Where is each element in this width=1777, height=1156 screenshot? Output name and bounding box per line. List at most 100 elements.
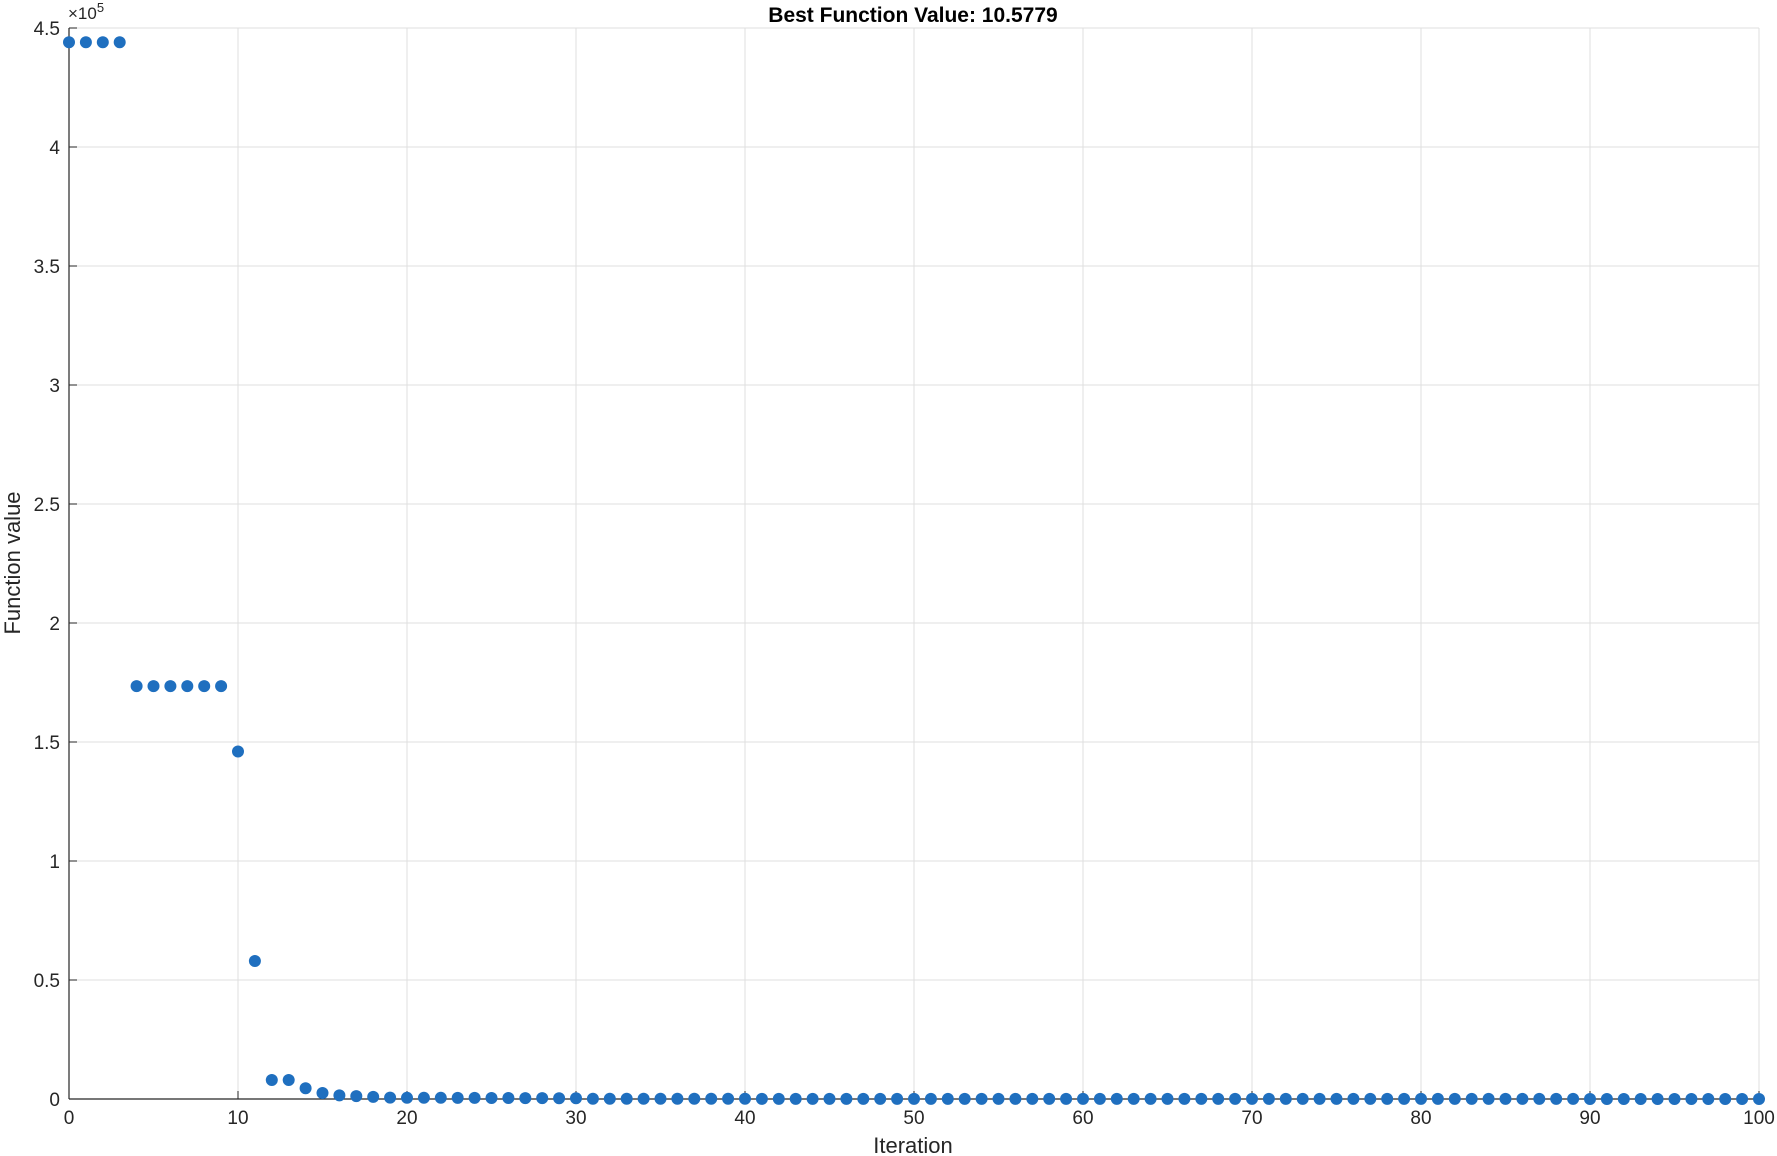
y-tick-label: 2.5 <box>34 495 60 516</box>
data-point <box>1600 1092 1613 1105</box>
y-tick-labels: 0 0.5 1 1.5 2 2.5 3 3.5 4 4.5 <box>34 19 61 1111</box>
data-point <box>1313 1092 1326 1105</box>
data-point <box>519 1092 532 1105</box>
data-point <box>1110 1092 1123 1105</box>
data-point <box>739 1092 751 1105</box>
x-tick-label: 40 <box>734 1108 755 1129</box>
data-point <box>1431 1092 1444 1105</box>
data-point <box>1364 1092 1377 1105</box>
data-point <box>857 1092 870 1105</box>
data-point <box>316 1087 329 1100</box>
data-point <box>671 1092 684 1105</box>
data-point <box>823 1092 836 1105</box>
data-point <box>1060 1092 1073 1105</box>
data-point <box>1448 1092 1461 1105</box>
data-point <box>248 954 261 967</box>
data-point <box>1516 1092 1529 1105</box>
data-point <box>908 1092 920 1105</box>
y-tick-label: 1.5 <box>34 733 60 754</box>
data-point <box>1009 1092 1022 1105</box>
data-point <box>570 1092 582 1105</box>
data-point <box>1161 1092 1174 1105</box>
data-point <box>1178 1092 1191 1105</box>
x-tick-label: 100 <box>1743 1108 1775 1129</box>
data-point <box>265 1073 278 1086</box>
data-point <box>958 1092 971 1105</box>
data-point <box>1398 1092 1411 1105</box>
data-point <box>1262 1092 1275 1105</box>
data-point <box>417 1091 430 1104</box>
chart-title: Best Function Value: 10.5779 <box>768 4 1057 27</box>
data-point <box>468 1091 481 1104</box>
data-point <box>1736 1092 1749 1105</box>
data-point <box>401 1091 413 1104</box>
x-tick-label: 80 <box>1410 1108 1431 1129</box>
x-tick-label: 10 <box>227 1108 248 1129</box>
data-point <box>1499 1092 1512 1105</box>
data-point <box>603 1092 616 1105</box>
y-tick-label: 3 <box>49 376 60 397</box>
y-axis-exponent: ×105 <box>68 0 104 23</box>
data-point <box>1229 1092 1242 1105</box>
data-point <box>333 1089 346 1102</box>
data-point <box>502 1092 515 1105</box>
data-points <box>63 36 1765 1105</box>
x-tick-label: 70 <box>1241 1108 1262 1129</box>
data-point <box>113 36 126 49</box>
data-point <box>130 680 143 693</box>
data-point <box>485 1092 498 1105</box>
data-point <box>637 1092 650 1105</box>
data-point <box>620 1092 633 1105</box>
x-tick-label: 50 <box>903 1108 924 1129</box>
data-point <box>79 36 92 49</box>
data-point <box>198 680 211 693</box>
data-point <box>232 745 244 758</box>
data-point <box>1279 1092 1292 1105</box>
data-point <box>705 1092 718 1105</box>
data-point <box>1144 1092 1157 1105</box>
data-point <box>215 680 228 693</box>
data-point <box>181 680 194 693</box>
data-point <box>1533 1092 1546 1105</box>
data-point <box>1347 1092 1360 1105</box>
data-point <box>806 1092 819 1105</box>
data-point <box>553 1092 566 1105</box>
data-point <box>451 1091 464 1104</box>
x-tick-label: 60 <box>1072 1108 1093 1129</box>
data-point <box>1246 1092 1258 1105</box>
data-point <box>282 1073 295 1086</box>
x-tick-label: 0 <box>64 1108 75 1129</box>
data-point <box>688 1092 701 1105</box>
data-point <box>654 1092 667 1105</box>
data-point <box>975 1092 988 1105</box>
data-point <box>536 1092 549 1105</box>
grid <box>68 27 1760 1100</box>
data-point <box>1212 1092 1225 1105</box>
data-point <box>1753 1092 1765 1105</box>
y-tick-label: 0.5 <box>34 971 60 992</box>
data-point <box>1330 1092 1343 1105</box>
y-tick-label: 2 <box>49 614 60 635</box>
x-axis-title: Iteration <box>873 1133 953 1156</box>
data-point <box>586 1092 599 1105</box>
x-tick-label: 30 <box>565 1108 586 1129</box>
data-point <box>1550 1092 1563 1105</box>
data-point <box>1685 1092 1698 1105</box>
data-point <box>755 1092 768 1105</box>
data-point <box>1381 1092 1394 1105</box>
data-point <box>874 1092 887 1105</box>
data-point <box>1668 1092 1681 1105</box>
data-point <box>63 36 75 49</box>
data-point <box>1026 1092 1039 1105</box>
data-point <box>384 1091 397 1104</box>
data-point <box>1195 1092 1208 1105</box>
data-point <box>1415 1092 1427 1105</box>
data-point <box>164 680 177 693</box>
x-tick-label: 90 <box>1579 1108 1600 1129</box>
data-point <box>840 1092 853 1105</box>
data-point <box>772 1092 785 1105</box>
data-point <box>924 1092 937 1105</box>
y-exponent-power: 5 <box>97 0 104 15</box>
